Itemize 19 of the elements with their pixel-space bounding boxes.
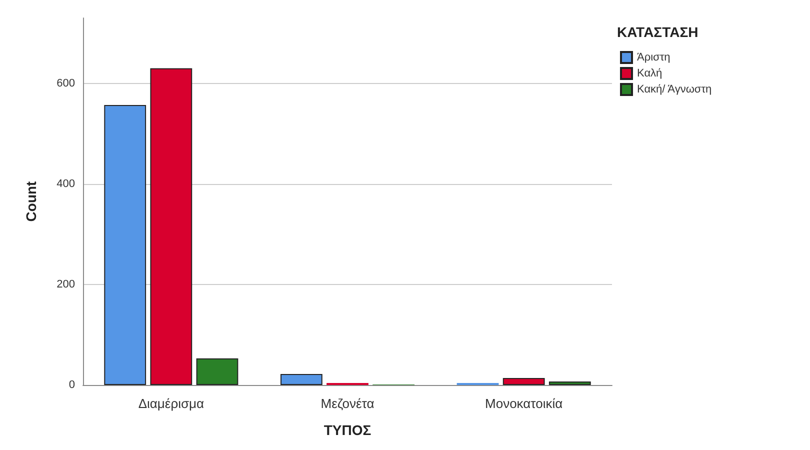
x-tick-label: Διαμέρισμα — [138, 396, 204, 411]
bar — [104, 104, 146, 385]
legend-title: ΚΑΤΑΣΤΑΣΗ — [617, 24, 698, 40]
y-axis-title: Count — [23, 180, 39, 222]
bar — [196, 358, 238, 385]
bar — [280, 374, 322, 385]
legend-label: Κακή/ Άγνωστη — [637, 84, 712, 96]
bar — [548, 381, 591, 385]
x-tick-label: Μεζονέτα — [320, 396, 375, 411]
y-tick-label: 200 — [56, 278, 75, 290]
y-tick-label: 0 — [68, 379, 75, 391]
x-axis-title: ΤΥΠΟΣ — [324, 422, 372, 438]
x-tick-label: Μονοκατοικία — [485, 396, 564, 411]
bar — [502, 378, 545, 385]
y-tick-label: 600 — [56, 77, 75, 90]
legend-label: Καλή — [637, 68, 662, 80]
y-tick-label: 400 — [56, 178, 75, 190]
legend-label: Άριστη — [637, 52, 670, 64]
bar — [150, 68, 192, 385]
